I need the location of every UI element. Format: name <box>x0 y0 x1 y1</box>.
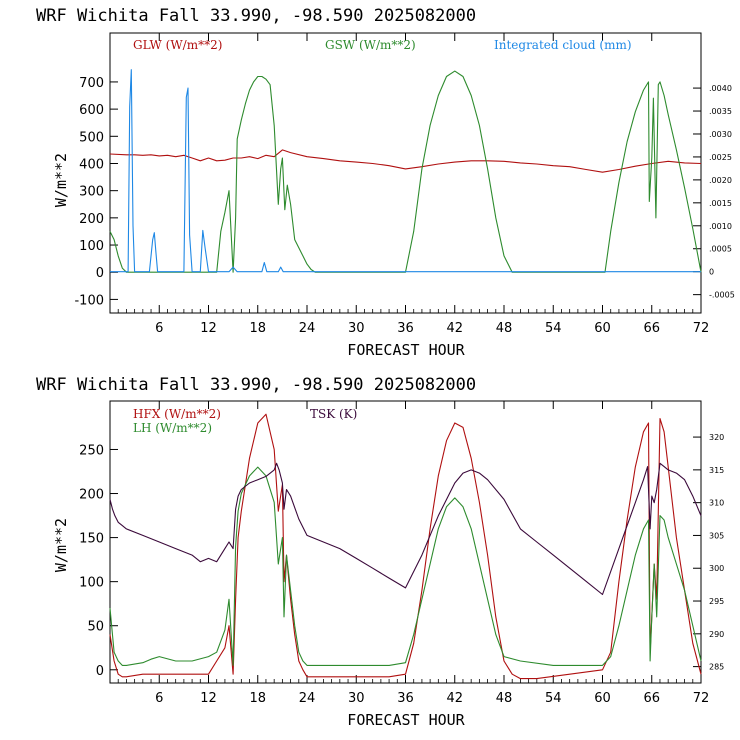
panel2-right-tick-label: 285 <box>709 663 724 672</box>
panel1-right-ticks: -.0005 0 .0005 .0010 .0015 .0020 .0025 .0030 .00… <box>693 84 735 300</box>
panel2-y-tick-label: 250 <box>79 443 104 458</box>
panel2-right-tick-label: 290 <box>709 630 724 639</box>
panel1-x-tick-label: 60 <box>594 321 611 336</box>
panel1-right-tick-label: .0035 <box>709 107 732 116</box>
panel1-x-tick-label: 54 <box>545 321 562 336</box>
panel2-header: WRF Wichita Fall 33.990, -98.590 2025082… <box>36 375 476 395</box>
panel2-y-tick-label: 150 <box>79 532 104 547</box>
panel1-right-tick-label: .0005 <box>709 245 732 254</box>
panel2-x-tick-label: 54 <box>545 691 562 706</box>
panel2-right-tick-label: 315 <box>709 466 724 475</box>
panel1-y-tick-label: 600 <box>79 103 104 118</box>
panel1-right-tick-label: .0030 <box>709 130 732 139</box>
panel2-x-tick-label: 72 <box>693 691 710 706</box>
panel1-y-tick-label: 300 <box>79 185 104 200</box>
panel1-y-tick-label: 200 <box>79 212 104 227</box>
panel1-x-tick-label: 12 <box>200 321 217 336</box>
panel2-x-tick-label: 6 <box>155 691 163 706</box>
panel2-right-tick-label: 310 <box>709 499 724 508</box>
panel1-x-tick-label: 42 <box>446 321 463 336</box>
legend-gsw: GSW (W/m**2) <box>325 38 416 52</box>
panel2-x-tick-label: 48 <box>496 691 513 706</box>
panel1-right-tick-label: .0040 <box>709 84 732 93</box>
panel2-series-line-3 <box>109 462 702 596</box>
panel2-right-tick-label: 305 <box>709 531 724 540</box>
legend-lh: LH (W/m**2) <box>133 421 212 435</box>
panel2-x-tick-label: 18 <box>249 691 266 706</box>
panel1-x-tick-label: 36 <box>397 321 414 336</box>
panel1-x-tick-label: 24 <box>299 321 316 336</box>
panel2-series <box>109 413 702 680</box>
flux-temperature-panel: WRF Wichita Fall 33.990, -98.590 2025082… <box>36 375 724 729</box>
panel1-y-tick-label: 400 <box>79 157 104 172</box>
legend-cloud: Integrated cloud (mm) <box>494 38 632 52</box>
panel2-y-tick-label: 0 <box>96 664 104 679</box>
panel2-y-ticks: 0 50 100 150 200 250 <box>79 443 118 679</box>
panel2-x-ticks: 6 12 18 24 30 36 42 48 54 60 66 72 <box>117 401 710 706</box>
panel1-x-tick-label: 48 <box>496 321 513 336</box>
panel2-series-line-2 <box>109 466 702 666</box>
panel1-x-tick-label: 18 <box>249 321 266 336</box>
panel1-right-tick-label: .0010 <box>709 222 732 231</box>
panel1-x-tick-label: 6 <box>155 321 163 336</box>
panel2-x-tick-label: 66 <box>643 691 660 706</box>
panel1-x-tick-label: 30 <box>348 321 365 336</box>
panel1-series <box>109 69 702 273</box>
panel2-x-tick-label: 24 <box>299 691 316 706</box>
panel1-x-tick-label: 72 <box>693 321 710 336</box>
legend-hfx: HFX (W/m**2) <box>133 407 221 421</box>
panel2-series-line-1 <box>109 413 702 680</box>
panel1-right-tick-label: 0 <box>709 268 714 277</box>
panel2-right-ticks: 285 290 295 300 305 310 315 320 <box>693 433 724 672</box>
panel1-series-line-3 <box>110 69 701 273</box>
panel1-right-tick-label: .0020 <box>709 176 732 185</box>
panel2-right-tick-label: 320 <box>709 433 724 442</box>
panel1-right-tick-label: .0025 <box>709 153 732 162</box>
legend-tsk: TSK (K) <box>310 407 357 421</box>
panel2-y-tick-label: 200 <box>79 488 104 503</box>
panel1-y-tick-label: 100 <box>79 239 104 254</box>
panel1-series-line-1 <box>109 149 702 173</box>
panel1-y-ticks: -100 0 100 200 300 400 500 600 700 <box>74 76 118 308</box>
panel1-x-axis-label: FORECAST HOUR <box>347 341 465 359</box>
panel1-y-tick-label: 500 <box>79 130 104 145</box>
panel1-right-tick-label: .0015 <box>709 199 732 208</box>
panel2-y-tick-label: 100 <box>79 576 104 591</box>
radiation-cloud-panel: WRF Wichita Fall 33.990, -98.590 2025082… <box>36 6 735 359</box>
panel2-x-tick-label: 42 <box>446 691 463 706</box>
panel2-x-tick-label: 36 <box>397 691 414 706</box>
panel1-right-tick-label: -.0005 <box>709 291 735 300</box>
panel1-x-ticks: 6 12 18 24 30 36 42 48 54 60 66 72 <box>117 33 710 336</box>
panel2-x-tick-label: 12 <box>200 691 217 706</box>
panel1-header: WRF Wichita Fall 33.990, -98.590 2025082… <box>36 6 476 26</box>
panel1-y-tick-label: -100 <box>74 293 104 308</box>
panel2-y-tick-label: 50 <box>87 620 104 635</box>
panel1-series-line-2 <box>109 70 702 273</box>
panel2-right-tick-label: 295 <box>709 597 724 606</box>
panel1-y-tick-label: 700 <box>79 76 104 91</box>
panel2-y-axis-label: W/m**2 <box>52 518 70 572</box>
panel1-x-tick-label: 66 <box>643 321 660 336</box>
panel2-x-tick-label: 60 <box>594 691 611 706</box>
legend-glw: GLW (W/m**2) <box>133 38 222 52</box>
panel1-y-axis-label: W/m**2 <box>52 153 70 207</box>
panel2-x-tick-label: 30 <box>348 691 365 706</box>
panel2-right-tick-label: 300 <box>709 564 724 573</box>
panel2-x-axis-label: FORECAST HOUR <box>347 711 465 729</box>
panel1-y-tick-label: 0 <box>96 266 104 281</box>
